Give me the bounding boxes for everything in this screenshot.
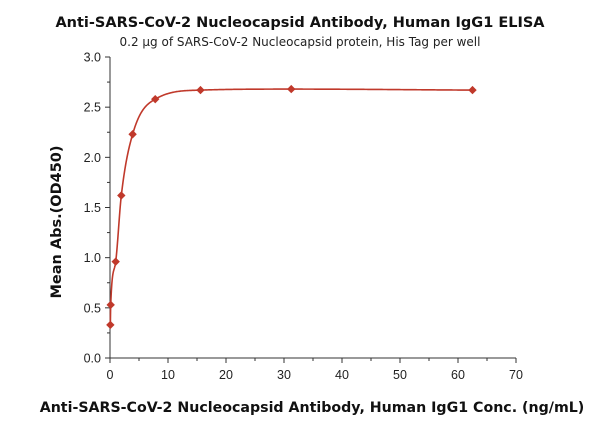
data-points-layer [106, 84, 477, 330]
data-point [106, 300, 115, 310]
chart-subtitle: 0.2 μg of SARS-CoV-2 Nucleocapsid protei… [120, 35, 481, 49]
y-tick-label: 1.5 [84, 201, 101, 215]
y-axis-label: Mean Abs.(OD450) [49, 145, 65, 298]
data-point [196, 85, 205, 95]
data-point [128, 130, 137, 139]
fit-curve [109, 88, 473, 325]
data-point [468, 85, 477, 95]
data-point [111, 257, 120, 266]
x-tick-label: 70 [509, 368, 523, 382]
x-tick-label: 10 [161, 368, 175, 382]
y-tick-label: 2.0 [84, 151, 101, 165]
data-point [151, 94, 160, 104]
data-point [117, 191, 126, 200]
data-point [287, 84, 296, 94]
x-axis-label: Anti-SARS-CoV-2 Nucleocapsid Antibody, H… [40, 400, 585, 416]
data-point [106, 320, 115, 330]
y-tick-label: 1.0 [84, 251, 101, 265]
y-tick-label: 2.5 [84, 101, 101, 115]
y-tick-label: 3.0 [84, 51, 101, 65]
y-tick-label: 0.0 [84, 352, 101, 366]
x-tick-label: 30 [277, 368, 291, 382]
chart-title: Anti-SARS-CoV-2 Nucleocapsid Antibody, H… [55, 15, 545, 31]
x-tick-label: 50 [393, 368, 407, 382]
y-tick-label: 0.5 [84, 301, 101, 315]
x-tick-label: 0 [107, 368, 114, 382]
x-tick-label: 20 [219, 368, 233, 382]
axes: 0.0 0.5 1.0 1.5 2.0 2.5 3.0 0 10 20 30 40 50 60 70 [84, 51, 523, 383]
fit-curve-layer [109, 88, 473, 325]
x-tick-label: 60 [451, 368, 465, 382]
x-tick-label: 40 [335, 368, 349, 382]
